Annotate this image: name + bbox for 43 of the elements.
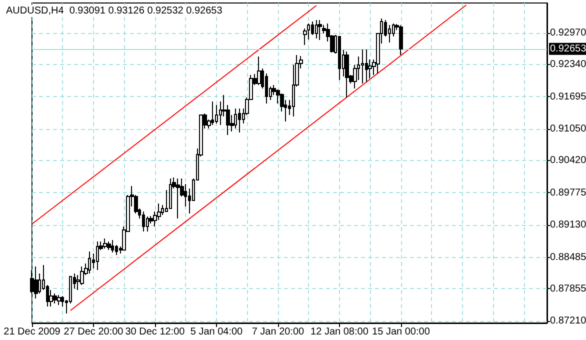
- candlestick: [169, 178, 172, 209]
- ref-line-label: 0.92653: [550, 43, 586, 54]
- candlestick: [234, 108, 237, 129]
- x-tick-label: 21 Dec 2009: [4, 326, 61, 338]
- candlestick: [365, 49, 368, 82]
- y-tick-label: 0.92340: [550, 59, 586, 70]
- y-tick-label: 0.91050: [550, 124, 586, 134]
- candlestick: [345, 51, 349, 98]
- candlestick: [107, 241, 111, 250]
- y-tick-label: 0.89775: [550, 187, 586, 198]
- candlestick: [53, 293, 57, 304]
- x-tick-label: 27 Dec 20:00: [64, 326, 124, 338]
- candlestick: [311, 21, 314, 36]
- candlestick: [211, 101, 214, 126]
- x-tick-label: 12 Jan 08:00: [310, 326, 369, 338]
- candlestick: [215, 104, 218, 124]
- candlestick: [257, 56, 261, 86]
- x-tick-label: 30 Dec 12:00: [125, 326, 186, 338]
- candlestick: [96, 241, 99, 270]
- candlestick: [399, 24, 403, 56]
- candlestick: [142, 211, 145, 232]
- candlestick: [111, 240, 114, 253]
- candlestick: [88, 251, 91, 274]
- y-tick-label: 0.89130: [550, 220, 586, 230]
- candlestick: [318, 20, 322, 40]
- x-tick-label: 7 Jan 20:00: [252, 326, 305, 338]
- x-tick-label: 5 Jan 04:00: [190, 326, 244, 338]
- candlestick: [315, 20, 318, 39]
- candlestick: [176, 178, 180, 219]
- chart-title: AUDUSD,H4 0.93091 0.93126 0.92532 0.92653: [6, 6, 223, 16]
- y-tick-label: 0.91695: [550, 91, 586, 102]
- y-tick-label: 0.87210: [550, 316, 586, 326]
- candlestick: [361, 49, 364, 84]
- y-tick-label: 0.87855: [550, 283, 586, 294]
- candlestick: [238, 108, 241, 133]
- candlestick: [57, 294, 61, 306]
- candlestick: [34, 266, 38, 299]
- y-tick-label: 0.92970: [550, 28, 586, 38]
- y-tick-label: 0.90420: [550, 155, 586, 166]
- y-tick-label: 0.88485: [550, 252, 586, 263]
- candlestick: [103, 238, 107, 249]
- candlestick: [338, 36, 341, 80]
- x-tick-label: 15 Jan 00:00: [372, 326, 430, 338]
